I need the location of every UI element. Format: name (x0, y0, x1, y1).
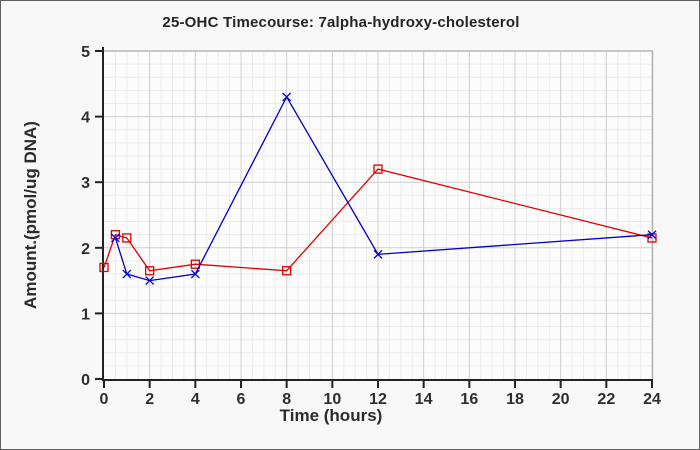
series-red-squares-marker (190, 259, 200, 269)
series-blue-x-marker (145, 276, 155, 286)
x-tick-label: 24 (643, 391, 661, 408)
x-tick-label: 18 (506, 391, 524, 408)
series-blue-x-marker (647, 230, 657, 240)
series-blue-x-marker (282, 92, 292, 102)
y-tick-label: 0 (81, 372, 90, 389)
x-tick-label: 6 (237, 391, 246, 408)
x-tick-label: 8 (282, 391, 291, 408)
y-tick-label: 2 (81, 241, 90, 258)
series-blue-x-marker (110, 233, 120, 243)
series-red-squares-marker (373, 164, 383, 174)
y-tick-label: 5 (81, 44, 90, 61)
y-tick-label: 1 (81, 306, 90, 323)
x-tick-label: 0 (100, 391, 109, 408)
y-tick-label: 3 (81, 175, 90, 192)
series-red-squares-marker (145, 266, 155, 276)
x-tick-label: 2 (145, 391, 154, 408)
x-tick-label: 12 (369, 391, 387, 408)
x-tick-label: 4 (191, 391, 200, 408)
x-axis-label: Time (hours) (279, 406, 383, 425)
x-tick-label: 20 (552, 391, 570, 408)
y-axis-label: Amount.(pmol/ug DNA) (21, 121, 40, 309)
series-red-squares-marker (282, 266, 292, 276)
series-blue-x-marker (373, 249, 383, 259)
x-tick-label: 10 (323, 391, 341, 408)
y-tick-label: 4 (81, 110, 90, 127)
x-tick-label: 16 (460, 391, 478, 408)
x-tick-label: 14 (415, 391, 433, 408)
chart-title: 25-OHC Timecourse: 7alpha-hydroxy-choles… (162, 14, 520, 31)
series-red-squares-marker (99, 262, 109, 273)
series-red-squares-marker (122, 233, 132, 243)
x-tick-label: 22 (597, 391, 615, 408)
series-blue-x-marker (190, 269, 200, 279)
series-blue-x-marker (122, 269, 132, 279)
